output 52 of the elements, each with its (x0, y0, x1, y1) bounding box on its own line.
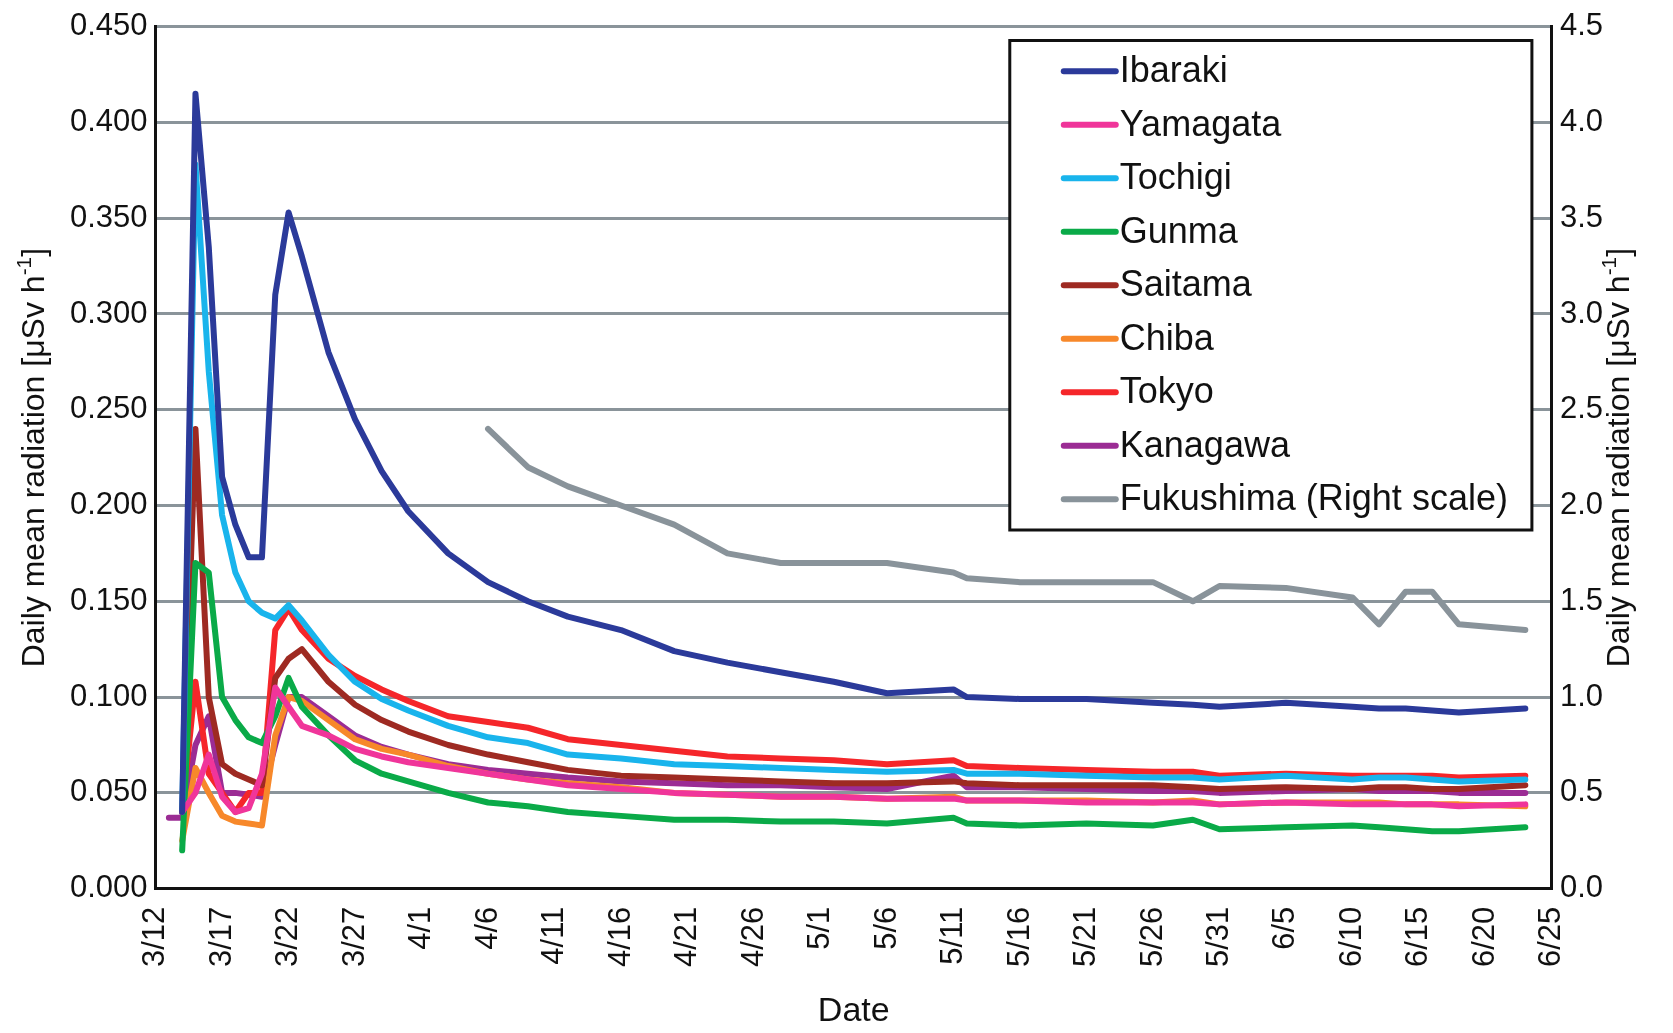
y2-tick-label: 2.5 (1559, 390, 1604, 426)
x-tick-label: 6/20 (1465, 906, 1501, 968)
x-tick-label: 3/22 (269, 906, 305, 968)
x-tick-label: 5/6 (867, 906, 903, 950)
legend-label: Gunma (1119, 209, 1239, 251)
x-tick-label: 6/15 (1399, 906, 1435, 968)
y2-tick-label: 0.5 (1559, 773, 1604, 809)
x-axis-title: Date (817, 990, 890, 1028)
y-tick-label: 0.200 (70, 486, 148, 522)
y-tick-label: 0.300 (70, 294, 148, 330)
x-tick-label: 3/27 (335, 906, 371, 968)
legend-label: Saitama (1119, 263, 1253, 305)
x-tick-label: 5/26 (1133, 906, 1169, 968)
legend-label: Tochigi (1119, 156, 1232, 198)
y2-tick-label: 4.5 (1559, 7, 1604, 43)
x-tick-label: 4/6 (468, 906, 504, 950)
x-tick-label: 4/16 (601, 906, 637, 968)
legend-label: Ibaraki (1119, 49, 1228, 91)
x-tick-label: 5/31 (1199, 906, 1235, 968)
x-tick-label: 5/1 (801, 906, 837, 950)
y2-tick-label: 3.5 (1559, 198, 1604, 234)
y2-tick-label: 2.0 (1559, 486, 1604, 522)
legend-label: Kanagawa (1119, 423, 1291, 465)
legend-label: Tokyo (1119, 370, 1214, 412)
x-tick-label: 4/26 (734, 906, 770, 968)
y-tick-label: 0.250 (70, 390, 148, 426)
x-tick-label: 4/21 (668, 906, 704, 968)
x-tick-label: 6/5 (1266, 906, 1302, 950)
x-tick-label: 5/11 (934, 906, 970, 965)
x-tick-label: 6/10 (1332, 906, 1368, 968)
y-tick-label: 0.050 (70, 773, 148, 809)
x-tick-label: 3/12 (136, 906, 172, 968)
x-tick-label: 5/16 (1000, 906, 1036, 968)
y2-tick-label: 1.0 (1559, 677, 1604, 713)
x-tick-label: 3/17 (202, 906, 238, 968)
y2-tick-label: 4.0 (1559, 102, 1604, 138)
legend-label: Yamagata (1119, 102, 1283, 144)
y2-tick-label: 0.0 (1559, 869, 1604, 905)
x-tick-label: 4/1 (402, 906, 438, 950)
y-axis-title: Daily mean radiation [μSv h-1] (12, 247, 51, 668)
y-tick-label: 0.000 (70, 869, 148, 905)
y-tick-label: 0.150 (70, 581, 148, 617)
legend-label: Fukushima (Right scale) (1119, 477, 1508, 519)
y2-tick-label: 3.0 (1559, 294, 1604, 330)
y-tick-label: 0.100 (70, 677, 148, 713)
x-tick-label: 6/25 (1532, 906, 1568, 968)
legend-label: Chiba (1119, 316, 1215, 358)
x-tick-label: 5/21 (1067, 906, 1103, 968)
y-tick-label: 0.350 (70, 198, 148, 234)
x-tick-label: 4/11 (535, 906, 571, 965)
y-tick-label: 0.450 (70, 7, 148, 43)
y-tick-label: 0.400 (70, 102, 148, 138)
